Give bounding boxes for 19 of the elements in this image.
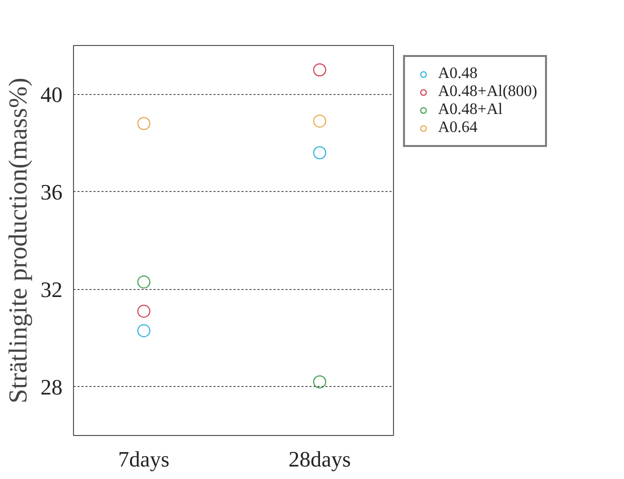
y-tick-label: 40 [40, 82, 62, 107]
point [313, 114, 326, 128]
y-tick-label: 32 [40, 276, 62, 302]
x-tick-label: 28days [288, 446, 351, 472]
legend-label: A0.64 [438, 119, 478, 137]
point [137, 304, 150, 318]
point [137, 324, 150, 338]
legend-label: A0.48+Al [438, 101, 503, 119]
y-tick-label: 36 [40, 179, 62, 204]
x-tick-label: 7days [118, 446, 170, 472]
legend-label: A0.48+Al(800) [438, 83, 538, 101]
y-tick-label: 28 [40, 374, 62, 400]
legend-label: A0.48 [438, 65, 478, 83]
y-axis-title: Strätlingite production(mass%) [4, 78, 32, 404]
point [313, 375, 326, 388]
point [137, 117, 150, 130]
point [313, 146, 326, 160]
point [313, 63, 326, 76]
point [137, 275, 150, 288]
